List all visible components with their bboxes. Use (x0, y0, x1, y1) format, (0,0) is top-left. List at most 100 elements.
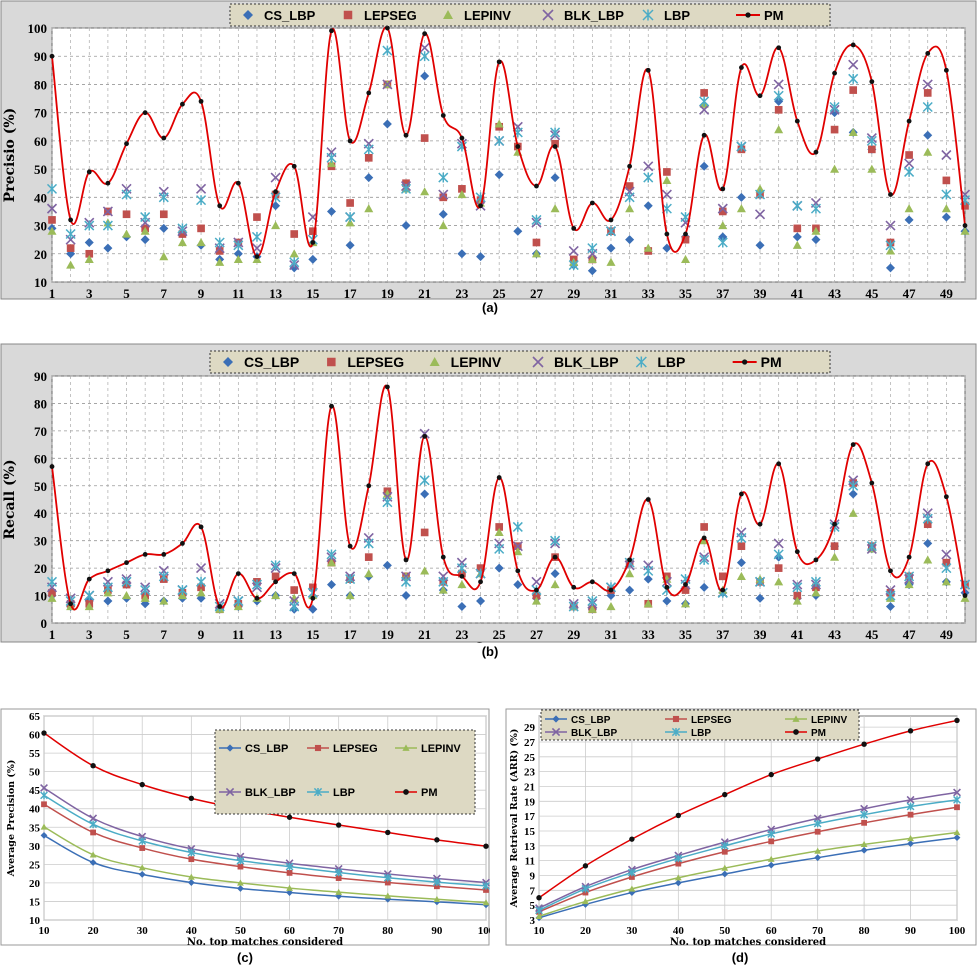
data-point (289, 601, 300, 612)
data-point (737, 542, 746, 550)
series-line (538, 806, 958, 913)
data-point (699, 554, 710, 565)
data-point (382, 45, 393, 56)
x-tick-label: 10 (534, 925, 546, 937)
data-point (438, 172, 449, 183)
data-point (792, 582, 803, 593)
data-point (643, 201, 653, 211)
data-point (419, 428, 430, 439)
data-point (953, 834, 961, 842)
data-point (382, 79, 393, 90)
data-point (941, 549, 952, 560)
data-point (625, 235, 635, 245)
data-point (158, 192, 169, 203)
data-point (907, 811, 914, 818)
y-axis-label: Average Retrieval Rate (ARR) (%) (509, 729, 520, 909)
data-point (700, 89, 708, 97)
data-point (188, 856, 195, 863)
data-point (515, 144, 521, 149)
data-point (941, 149, 952, 161)
data-point (754, 209, 766, 220)
legend-label: LBP (664, 8, 690, 23)
series-lepinv (40, 823, 490, 906)
data-point (906, 802, 915, 811)
y-tick-label: 17 (524, 811, 536, 823)
data-point (904, 158, 915, 169)
data-point (755, 593, 765, 603)
data-point (661, 189, 672, 200)
data-point (138, 864, 146, 871)
data-point (811, 588, 821, 597)
data-point (309, 583, 317, 592)
data-point (907, 835, 914, 842)
data-point (832, 521, 837, 527)
data-point (494, 170, 504, 180)
data-point (811, 226, 821, 235)
y-tick-label: 60 (34, 134, 47, 149)
data-point (103, 588, 113, 597)
y-tick-label: 50 (34, 162, 47, 177)
data-point (721, 870, 729, 878)
data-point (49, 464, 55, 469)
data-point (180, 541, 185, 546)
data-point (335, 888, 343, 895)
data-point (384, 25, 390, 31)
data-point (237, 885, 244, 892)
x-tick-label: 40 (673, 925, 685, 937)
data-point (923, 89, 932, 97)
x-tick-label: 27 (530, 627, 544, 642)
data-point (792, 596, 802, 605)
data-point (535, 912, 543, 920)
data-point (767, 855, 775, 862)
data-point (587, 596, 598, 607)
data-point (755, 184, 765, 193)
data-point (571, 225, 577, 231)
data-point (138, 870, 146, 878)
data-point (335, 822, 342, 828)
legend-box (229, 3, 831, 27)
x-tick-label: 25 (493, 286, 507, 300)
data-point (384, 892, 392, 899)
data-point (625, 182, 634, 190)
data-point (215, 247, 224, 255)
data-point (773, 549, 784, 560)
x-axis-label: No. top matches considered (187, 937, 343, 946)
data-point (568, 260, 579, 271)
x-tick-label: 11 (232, 627, 244, 642)
x-tick-label: 30 (137, 925, 149, 937)
x-tick-label: 43 (828, 627, 842, 642)
data-point (195, 183, 207, 194)
data-point (581, 884, 590, 893)
data-point (345, 212, 356, 223)
data-point (48, 588, 56, 597)
x-tick-label: 60 (766, 925, 778, 937)
data-point (476, 564, 485, 572)
data-point (364, 569, 374, 578)
data-point (700, 523, 708, 531)
x-tick-label: 45 (865, 627, 879, 642)
data-point (681, 235, 690, 244)
data-point (534, 587, 539, 593)
data-point (233, 596, 244, 607)
series-line (43, 803, 487, 891)
data-point (774, 577, 784, 586)
data-point (40, 823, 48, 830)
x-tick-label: 45 (865, 286, 879, 300)
data-point (662, 596, 672, 606)
y-tick-label: 3 (530, 915, 536, 927)
legend-marker (635, 356, 647, 368)
data-point (720, 587, 726, 593)
data-point (773, 90, 784, 101)
x-tick-label: 39 (754, 627, 768, 642)
y-tick-label: 70 (34, 106, 47, 121)
data-point (459, 573, 465, 579)
data-point (66, 244, 75, 252)
data-point (681, 586, 690, 594)
data-point (197, 224, 205, 233)
data-point (923, 538, 933, 548)
data-point (961, 201, 969, 210)
data-point (643, 172, 654, 183)
data-point (755, 240, 765, 250)
data-point (792, 240, 802, 249)
x-tick-label: 33 (642, 286, 656, 300)
